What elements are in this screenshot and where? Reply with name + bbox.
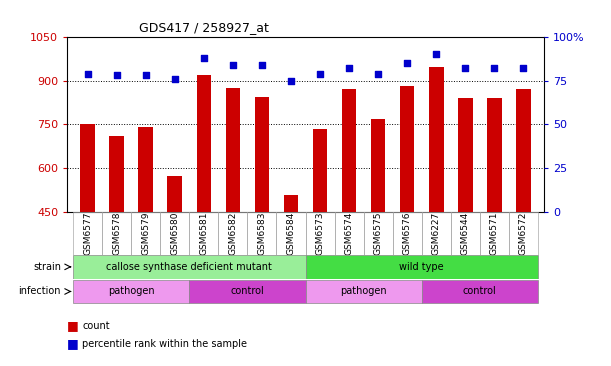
Bar [429, 67, 444, 212]
Text: ■: ■ [67, 319, 83, 332]
Text: strain: strain [33, 262, 61, 272]
Text: wild type: wild type [400, 262, 444, 272]
Text: GSM6584: GSM6584 [287, 212, 296, 255]
Point [170, 76, 180, 82]
Point [82, 71, 92, 76]
Bar [458, 98, 472, 212]
Point [315, 71, 325, 76]
FancyBboxPatch shape [422, 280, 538, 303]
FancyBboxPatch shape [306, 280, 422, 303]
Text: GSM6578: GSM6578 [112, 212, 121, 255]
Point [199, 55, 209, 61]
Bar [371, 119, 386, 212]
Bar [284, 195, 298, 212]
Text: GSM6579: GSM6579 [141, 212, 150, 255]
Bar [255, 97, 269, 212]
Text: GSM6227: GSM6227 [432, 212, 441, 255]
Text: GSM6581: GSM6581 [199, 212, 208, 255]
Text: infection: infection [18, 287, 61, 296]
Text: GSM6544: GSM6544 [461, 212, 470, 255]
Text: count: count [82, 321, 110, 331]
Point [257, 62, 267, 68]
Bar [167, 176, 182, 212]
FancyBboxPatch shape [73, 255, 306, 279]
Text: GSM6583: GSM6583 [257, 212, 266, 255]
FancyBboxPatch shape [306, 255, 538, 279]
Bar [313, 129, 327, 212]
Bar [139, 127, 153, 212]
Text: GSM6576: GSM6576 [403, 212, 412, 255]
FancyBboxPatch shape [189, 280, 306, 303]
Bar [400, 86, 414, 212]
Point [489, 65, 499, 71]
Text: GSM6575: GSM6575 [374, 212, 382, 255]
Text: GDS417 / 258927_at: GDS417 / 258927_at [139, 21, 269, 34]
Point [344, 65, 354, 71]
Text: GSM6572: GSM6572 [519, 212, 528, 255]
Bar [197, 75, 211, 212]
Text: ■: ■ [67, 337, 83, 351]
Text: control: control [230, 287, 264, 296]
Text: GSM6582: GSM6582 [229, 212, 237, 255]
Text: pathogen: pathogen [108, 287, 155, 296]
Text: GSM6577: GSM6577 [83, 212, 92, 255]
Text: pathogen: pathogen [340, 287, 387, 296]
Text: callose synthase deficient mutant: callose synthase deficient mutant [106, 262, 272, 272]
Text: percentile rank within the sample: percentile rank within the sample [82, 339, 247, 349]
Point [431, 51, 441, 57]
Text: GSM6573: GSM6573 [315, 212, 324, 255]
Point [141, 72, 150, 78]
Point [402, 60, 412, 66]
Text: GSM6574: GSM6574 [345, 212, 354, 255]
Bar [109, 136, 124, 212]
Point [461, 65, 470, 71]
Text: GSM6571: GSM6571 [490, 212, 499, 255]
Point [112, 72, 122, 78]
Bar [516, 89, 531, 212]
Point [373, 71, 383, 76]
Bar [342, 89, 356, 212]
Bar [80, 124, 95, 212]
Point [286, 78, 296, 83]
Point [228, 62, 238, 68]
Bar [487, 98, 502, 212]
Text: control: control [463, 287, 497, 296]
Bar [225, 88, 240, 212]
Text: GSM6580: GSM6580 [170, 212, 179, 255]
Point [519, 65, 529, 71]
FancyBboxPatch shape [73, 280, 189, 303]
